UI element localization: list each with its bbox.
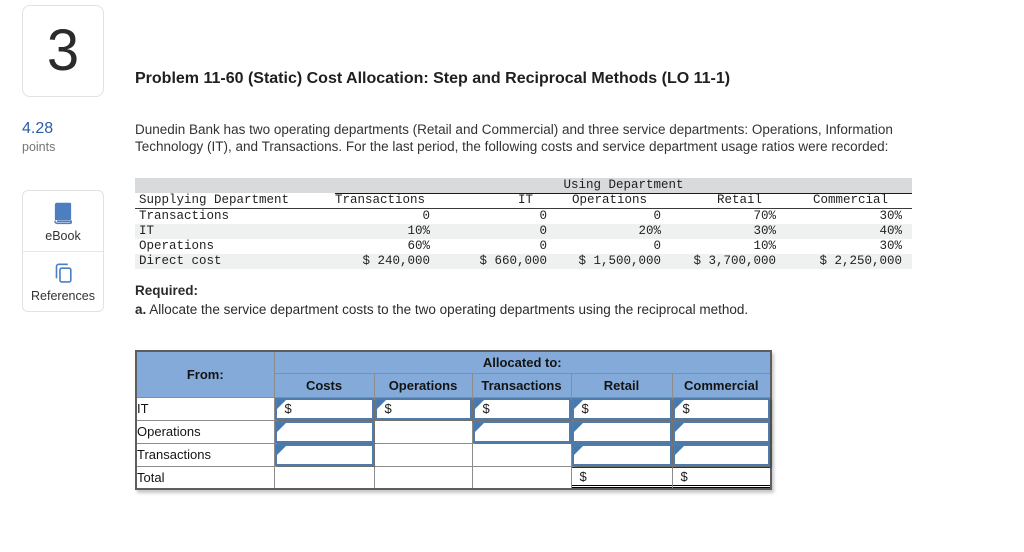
- input-corner-icon: [474, 399, 484, 409]
- usage-col-commercial: Commercial: [812, 193, 888, 207]
- input-corner-icon: [573, 445, 583, 455]
- input-corner-icon: [573, 422, 583, 432]
- allocated-to-header: Allocated to:: [273, 350, 772, 374]
- usage-row-direct-cost: Direct cost $ 240,000 $ 660,000 $ 1,500,…: [135, 254, 912, 269]
- references-button[interactable]: References: [23, 251, 103, 311]
- currency-symbol: $: [680, 468, 688, 484]
- currency-symbol: $: [384, 401, 392, 416]
- currency-symbol: $: [579, 468, 587, 484]
- input-corner-icon: [573, 399, 583, 409]
- usage-row-transactions: Transactions 0 0 0 70% 30%: [139, 209, 902, 223]
- question-number-box: 3: [22, 5, 104, 97]
- required-item-text: Allocate the service department costs to…: [149, 302, 749, 317]
- currency-symbol: $: [581, 401, 589, 416]
- input-operations-commercial[interactable]: [672, 420, 770, 443]
- references-icon: [50, 260, 76, 286]
- input-it-costs[interactable]: $: [274, 397, 374, 420]
- input-it-transactions[interactable]: $: [472, 397, 571, 420]
- input-corner-icon: [674, 399, 684, 409]
- required-item-letter: a.: [135, 302, 147, 317]
- required-section: Required: a. Allocate the service depart…: [135, 283, 748, 317]
- row-label-transactions: Transactions: [135, 442, 275, 467]
- row-label-it: IT: [135, 396, 275, 421]
- input-operations-retail[interactable]: [571, 420, 672, 443]
- input-corner-icon: [474, 422, 484, 432]
- ebook-button[interactable]: eBook: [23, 191, 103, 251]
- col-header-operations: Operations: [373, 372, 473, 398]
- empty-cell: [471, 442, 572, 467]
- input-it-retail[interactable]: $: [571, 397, 672, 420]
- input-operations-costs[interactable]: [274, 420, 374, 443]
- currency-symbol: $: [482, 401, 490, 416]
- total-commercial-cell: $: [672, 466, 770, 488]
- input-transactions-costs[interactable]: [274, 443, 374, 466]
- empty-cell: [373, 465, 473, 490]
- input-transactions-retail[interactable]: [571, 443, 672, 466]
- currency-symbol: $: [682, 401, 690, 416]
- caption-spacer: [135, 178, 335, 194]
- usage-col-supplying: Supplying Department: [139, 193, 290, 207]
- allocation-row-operations: Operations: [135, 419, 772, 444]
- intro-line-1: Dunedin Bank has two operating departmen…: [135, 122, 893, 137]
- usage-table: Using Department Supplying Department Tr…: [135, 178, 912, 269]
- empty-cell: [471, 465, 572, 490]
- question-number: 3: [46, 18, 80, 83]
- usage-col-it: IT: [517, 193, 533, 207]
- col-header-costs: Costs: [273, 372, 375, 398]
- input-corner-icon: [276, 399, 286, 409]
- input-corner-icon: [674, 422, 684, 432]
- empty-cell: [373, 419, 473, 444]
- usage-col-transactions: Transactions: [335, 193, 426, 207]
- resource-tools: eBook References: [22, 190, 104, 312]
- using-department-caption-row: Using Department: [135, 178, 912, 194]
- input-corner-icon: [276, 445, 286, 455]
- input-transactions-commercial[interactable]: [672, 443, 770, 466]
- usage-col-retail: Retail: [716, 193, 762, 207]
- input-operations-transactions[interactable]: [472, 420, 571, 443]
- ebook-label: eBook: [45, 228, 81, 243]
- row-label-total: Total: [135, 465, 275, 490]
- points-block: 4.28 points: [22, 120, 55, 154]
- col-header-retail: Retail: [570, 372, 673, 398]
- from-header: From:: [135, 350, 275, 398]
- allocation-table: From: Allocated to: Costs Operations Tra…: [135, 350, 772, 490]
- input-corner-icon: [376, 399, 386, 409]
- points-label: points: [22, 140, 56, 154]
- total-retail-cell: $: [571, 466, 672, 488]
- row-label-operations: Operations: [135, 419, 275, 444]
- col-header-transactions: Transactions: [471, 372, 572, 398]
- input-corner-icon: [276, 422, 286, 432]
- using-department-header: Using Department: [335, 178, 912, 194]
- input-it-operations[interactable]: $: [374, 397, 472, 420]
- references-label: References: [31, 289, 95, 303]
- problem-intro: Dunedin Bank has two operating departmen…: [135, 121, 1021, 155]
- points-value: 4.28: [22, 120, 54, 137]
- usage-col-operations: Operations: [571, 193, 647, 207]
- allocation-row-total: Total $ $: [135, 465, 772, 490]
- usage-header-row: Supplying Department Transactions IT Ope…: [135, 193, 912, 209]
- problem-title: Problem 11-60 (Static) Cost Allocation: …: [135, 70, 731, 87]
- empty-cell: [373, 442, 473, 467]
- currency-symbol: $: [284, 401, 292, 416]
- usage-row-operations: Operations 60% 0 0 10% 30%: [139, 239, 902, 253]
- intro-line-2: Technology (IT), and Transactions. For t…: [135, 139, 889, 154]
- required-heading: Required:: [135, 283, 199, 298]
- usage-row-it: IT 10% 0 20% 30% 40%: [135, 224, 912, 239]
- allocation-row-transactions: Transactions: [135, 442, 772, 467]
- col-header-commercial: Commercial: [671, 372, 772, 398]
- allocation-row-it: IT $ $ $ $ $: [135, 396, 772, 421]
- ebook-icon: [50, 200, 76, 226]
- input-corner-icon: [674, 445, 684, 455]
- empty-cell: [273, 465, 375, 490]
- required-item-a: a. Allocate the service department costs…: [135, 302, 748, 317]
- input-it-commercial[interactable]: $: [672, 397, 770, 420]
